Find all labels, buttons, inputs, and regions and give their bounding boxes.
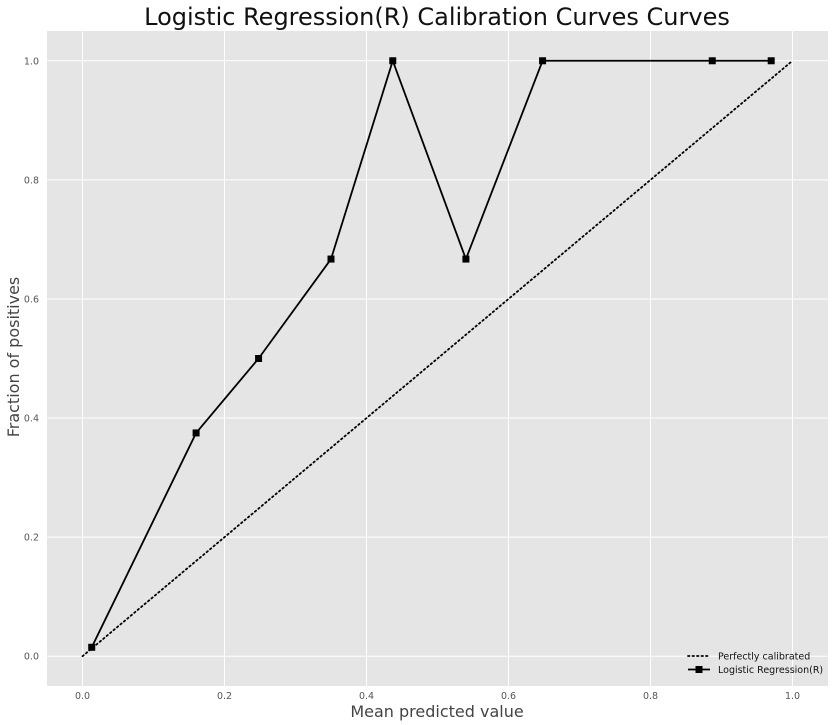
legend: Perfectly calibrated Logistic Regression(… <box>687 652 823 676</box>
legend-marker-swatch <box>695 666 703 673</box>
x-tick-label: 1.0 <box>785 691 800 702</box>
x-axis-label: Mean predicted value <box>350 702 523 721</box>
data-point-marker <box>327 255 335 263</box>
x-tick-label: 0.6 <box>501 691 516 702</box>
y-axis-label: Fraction of positives <box>4 277 23 438</box>
data-point-marker <box>708 57 716 65</box>
y-tick-label: 0.2 <box>24 533 39 544</box>
tick-labels: 0.0 0.2 0.4 0.6 0.8 1.0 0.0 0.2 0.4 0.6 0.8 1.0 <box>24 56 800 702</box>
x-tick-label: 0.2 <box>217 691 232 702</box>
data-point-marker <box>462 255 470 263</box>
data-point-marker <box>192 429 200 437</box>
data-point-marker <box>88 643 96 651</box>
y-tick-label: 0.4 <box>24 414 39 425</box>
data-point-marker <box>767 57 775 65</box>
data-point-marker <box>255 355 263 362</box>
legend-label: Logistic Regression(R) <box>718 665 823 676</box>
x-tick-label: 0.0 <box>75 691 90 702</box>
legend-label: Perfectly calibrated <box>718 652 810 663</box>
perfectly-calibrated-line <box>81 59 794 658</box>
y-tick-label: 1.0 <box>24 56 39 67</box>
y-tick-label: 0.6 <box>24 294 39 305</box>
y-tick-label: 0.8 <box>24 175 39 186</box>
data-point-marker <box>539 57 547 65</box>
x-tick-label: 0.8 <box>643 691 658 702</box>
series-layer <box>81 57 794 658</box>
data-point-marker <box>389 57 397 65</box>
x-tick-label: 0.4 <box>359 691 374 702</box>
chart-title: Logistic Regression(R) Calibration Curve… <box>144 3 730 31</box>
y-tick-label: 0.0 <box>24 652 39 663</box>
